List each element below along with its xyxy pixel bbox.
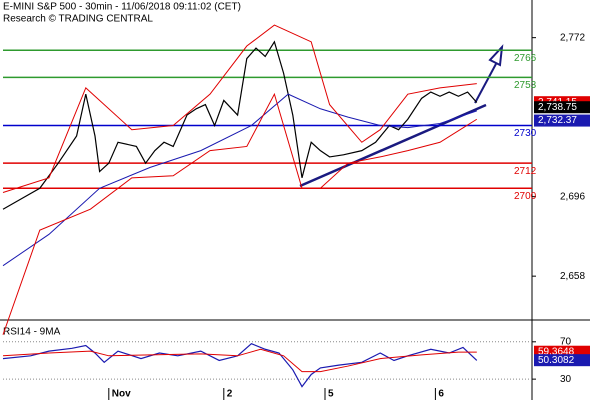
level-label: 2712: [514, 166, 537, 177]
price-box: [534, 114, 590, 127]
y-tick-label: 2,696: [560, 191, 585, 202]
x-tick-label: 6: [438, 389, 444, 400]
chart-subtitle: Research © TRADING CENTRAL: [3, 14, 153, 25]
x-tick-label: 5: [328, 389, 334, 400]
series-line: [2, 40, 478, 210]
level-label: 2753: [514, 80, 537, 91]
price-box-label: 2,738.75: [538, 102, 577, 113]
level-label: 2730: [514, 128, 537, 139]
series-line: [2, 348, 477, 373]
level-label: 2700: [514, 191, 537, 202]
price-box-label: 50.3082: [538, 355, 575, 366]
x-tick-label: 2: [227, 389, 233, 400]
rsi-title: RSI14 - 9MA: [3, 327, 61, 338]
series-line: [2, 92, 478, 335]
trend-arrow: [474, 61, 498, 104]
series-line: [2, 24, 477, 193]
y-tick-label: 30: [560, 374, 572, 385]
chart-title: E-MINI S&P 500 - 30min - 11/06/2018 09:1…: [3, 2, 241, 13]
level-label: 2766: [514, 53, 537, 64]
y-tick-label: 70: [560, 336, 572, 347]
price-box-label: 59.3648: [538, 346, 575, 357]
arrow-head: [488, 44, 504, 67]
price-box: [534, 354, 590, 367]
x-tick-label: Nov: [112, 389, 131, 400]
y-tick-label: 2,658: [560, 271, 585, 282]
price-box-label: 2,732.37: [538, 115, 577, 126]
price-box: [534, 101, 590, 114]
y-tick-label: 2,772: [560, 32, 585, 43]
series-line: [2, 93, 477, 267]
